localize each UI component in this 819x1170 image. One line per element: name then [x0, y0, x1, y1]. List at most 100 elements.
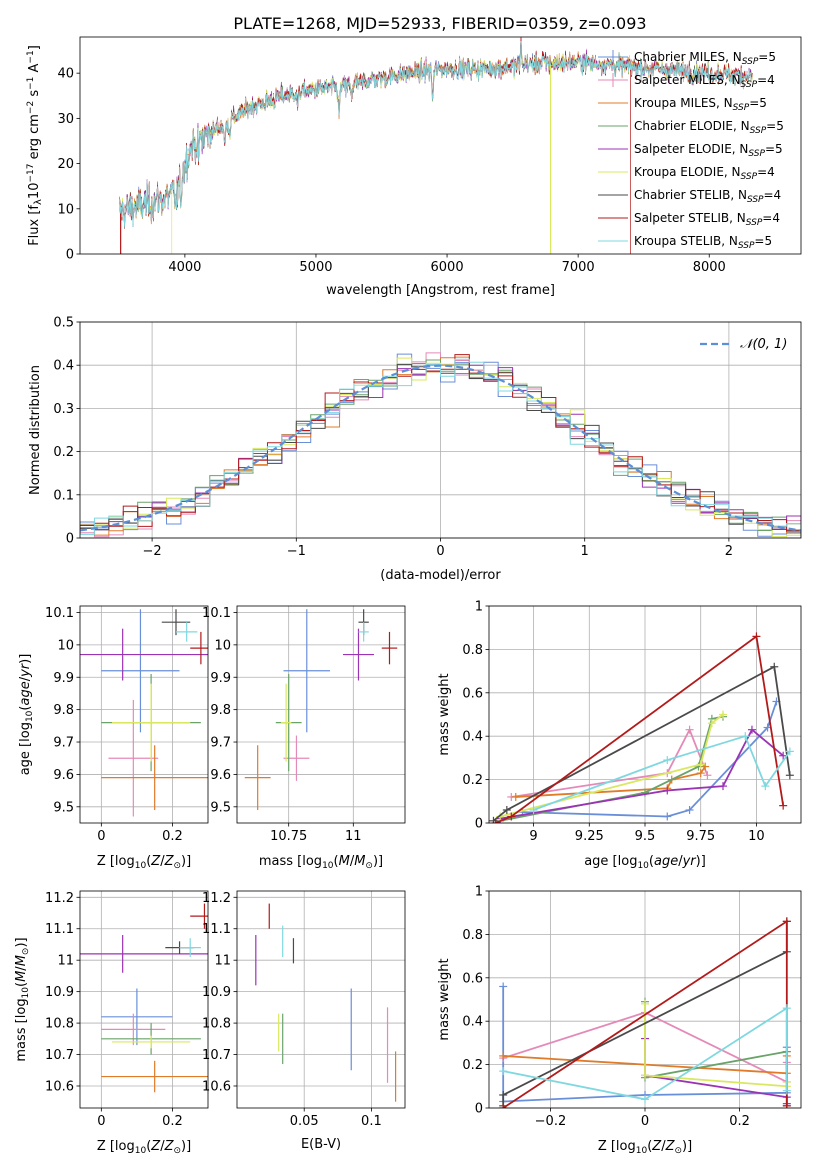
errorbar-point: [80, 628, 208, 681]
legend-item: Kroupa ELODIE, NSSP=4: [598, 165, 775, 182]
y-tick-label: 9.8: [210, 703, 231, 718]
x-tick-label: 10: [748, 829, 765, 844]
weight-series: [499, 1004, 791, 1104]
mass-weight-vs-age-panel: 9 9.25 9.5 9.75 10 0 0.2 0.4 0.6 0.8 1 mass weight a…: [437, 600, 802, 871]
x-tick-label: 5000: [299, 260, 332, 275]
y-axis-label: Normed distribution: [28, 365, 43, 495]
x-tick-label: 0.2: [162, 829, 183, 844]
legend: Chabrier MILES, NSSP=5 Salpeter MILES, NS…: [598, 50, 784, 251]
y-tick-label: 11.2: [202, 891, 231, 906]
legend-label: Kroupa MILES, NSSP=5: [634, 96, 767, 113]
axes-frame: [488, 605, 802, 824]
axes-frame: [79, 321, 802, 539]
y-tick-label: 11: [214, 954, 231, 969]
x-axis-label: Z [log10(Z/Z⊙)]: [97, 1139, 191, 1156]
y-axis-label: age [log10(age/yr)]: [18, 654, 35, 776]
axes-frame: [488, 890, 802, 1109]
legend-item: Chabrier STELIB, NSSP=4: [598, 188, 781, 205]
x-tick-label: 6000: [431, 260, 464, 275]
y-tick-label: 10.6: [202, 1079, 231, 1094]
y-tick-label: 40: [57, 67, 74, 82]
errorbar-point: [101, 1060, 208, 1093]
x-tick-label: 1: [581, 544, 589, 559]
x-axis-label: age [log10(age/yr)]: [584, 854, 706, 871]
weight-series: [489, 662, 794, 823]
weight-series: [496, 710, 727, 821]
y-tick-label: 0.8: [462, 643, 483, 658]
x-tick-label: 8000: [693, 260, 726, 275]
histogram-series: [80, 358, 801, 538]
y-tick-label: 0.6: [462, 686, 483, 701]
figure-title: PLATE=1268, MJD=52933, FIBERID=0359, z=0…: [233, 14, 646, 33]
y-tick-label: 0: [475, 1102, 483, 1117]
x-tick-label: 9.5: [635, 829, 656, 844]
x-tick-label: 11: [345, 829, 362, 844]
x-tick-label: 0.2: [162, 1114, 183, 1129]
y-tick-label: 9.7: [210, 736, 231, 751]
y-tick-label: 10.9: [202, 985, 231, 1000]
errorbar-point: [101, 988, 173, 1046]
panels: 4000 5000 6000 7000 8000010203040wavelength …: [14, 36, 802, 1156]
errorbar-point: [280, 683, 292, 762]
legend-item: Salpeter ELODIE, NSSP=5: [598, 142, 783, 159]
mass-weight-vs-metallicity-panel: −0.2 0 0.2 0 0.2 0.4 0.6 0.8 1 mass weight Z [log1…: [437, 885, 802, 1156]
normal-reference-curve: [80, 364, 801, 532]
errorbar-point: [101, 745, 208, 811]
y-tick-label: 9.7: [53, 736, 74, 751]
y-tick-label: 10.1: [45, 606, 74, 621]
y-tick-label: 0: [66, 248, 74, 263]
y-tick-label: 0.4: [462, 730, 483, 745]
legend-label: Kroupa STELIB, NSSP=5: [634, 234, 772, 251]
y-axis-label: mass weight: [437, 673, 452, 755]
histogram-panel: −2 −1 0 1 2 0 0.1 0.2 0.3 0.4 0.5 𝒩(0, 1) (data-mode…: [28, 316, 802, 583]
y-tick-label: 11.1: [45, 922, 74, 937]
y-tick-label: 1: [475, 600, 483, 615]
age-vs-mass-panel: 10.75 11 9.5 9.6 9.7 9.8 9.9 10 10.1 mass [log10(…: [202, 605, 406, 871]
x-tick-label: 0.2: [729, 1114, 750, 1129]
x-tick-label: 10.75: [270, 829, 307, 844]
y-tick-label: 10.8: [45, 1017, 74, 1032]
weight-line: [495, 634, 785, 823]
axes-frame: [79, 605, 209, 824]
legend-label: Chabrier STELIB, NSSP=4: [634, 188, 781, 205]
x-axis-label: E(B-V): [301, 1137, 341, 1152]
x-tick-label: −0.2: [535, 1114, 567, 1129]
y-tick-label: 10.7: [202, 1048, 231, 1063]
y-tick-label: 0.2: [462, 773, 483, 788]
legend-label: Salpeter MILES, NSSP=4: [634, 73, 775, 90]
errorbar-point: [112, 1035, 191, 1049]
legend-label: Chabrier MILES, NSSP=5: [634, 50, 776, 67]
y-tick-label: 9.9: [210, 671, 231, 686]
y-tick-label: 11: [57, 954, 74, 969]
x-axis-label: wavelength [Angstrom, rest frame]: [326, 283, 555, 298]
y-tick-label: 10.6: [45, 1079, 74, 1094]
x-tick-label: −2: [143, 544, 162, 559]
x-axis-label: Z [log10(Z/Z⊙)]: [598, 1139, 692, 1156]
legend-item: Chabrier MILES, NSSP=5: [598, 50, 776, 67]
errorbar-point: [244, 745, 271, 811]
y-tick-label: 0.6: [462, 971, 483, 986]
y-tick-label: 9.6: [210, 768, 231, 783]
y-tick-label: 11.2: [45, 891, 74, 906]
weight-series: [529, 732, 794, 814]
errorbar-point: [112, 683, 191, 762]
x-tick-label: 4000: [168, 260, 201, 275]
errorbar-point: [179, 938, 201, 958]
y-tick-label: 20: [57, 157, 74, 172]
x-tick-label: 0: [97, 1114, 105, 1129]
y-tick-label: 0.4: [53, 359, 74, 374]
y-tick-label: 10.1: [202, 606, 231, 621]
x-tick-label: 0.1: [361, 1114, 382, 1129]
y-tick-label: 10: [57, 202, 74, 217]
spectrum-series: [118, 40, 753, 228]
legend-label: 𝒩(0, 1): [740, 337, 787, 352]
errorbar-point: [283, 735, 310, 781]
y-axis-label: mass weight: [437, 958, 452, 1040]
y-tick-label: 11.1: [202, 922, 231, 937]
mass-vs-metallicity-panel: 0 0.2 10.6 10.7 10.8 10.9 11 11.1 11.2 Z [log10(Z…: [14, 890, 209, 1156]
y-tick-label: 0.3: [53, 402, 74, 417]
x-tick-label: 0: [436, 544, 444, 559]
x-tick-label: 0.05: [290, 1114, 319, 1129]
age-vs-metallicity-panel: 0 0.2 9.5 9.6 9.7 9.8 9.9 10 10.1 Z [log10(Z/Z⊙)]…: [18, 605, 209, 871]
